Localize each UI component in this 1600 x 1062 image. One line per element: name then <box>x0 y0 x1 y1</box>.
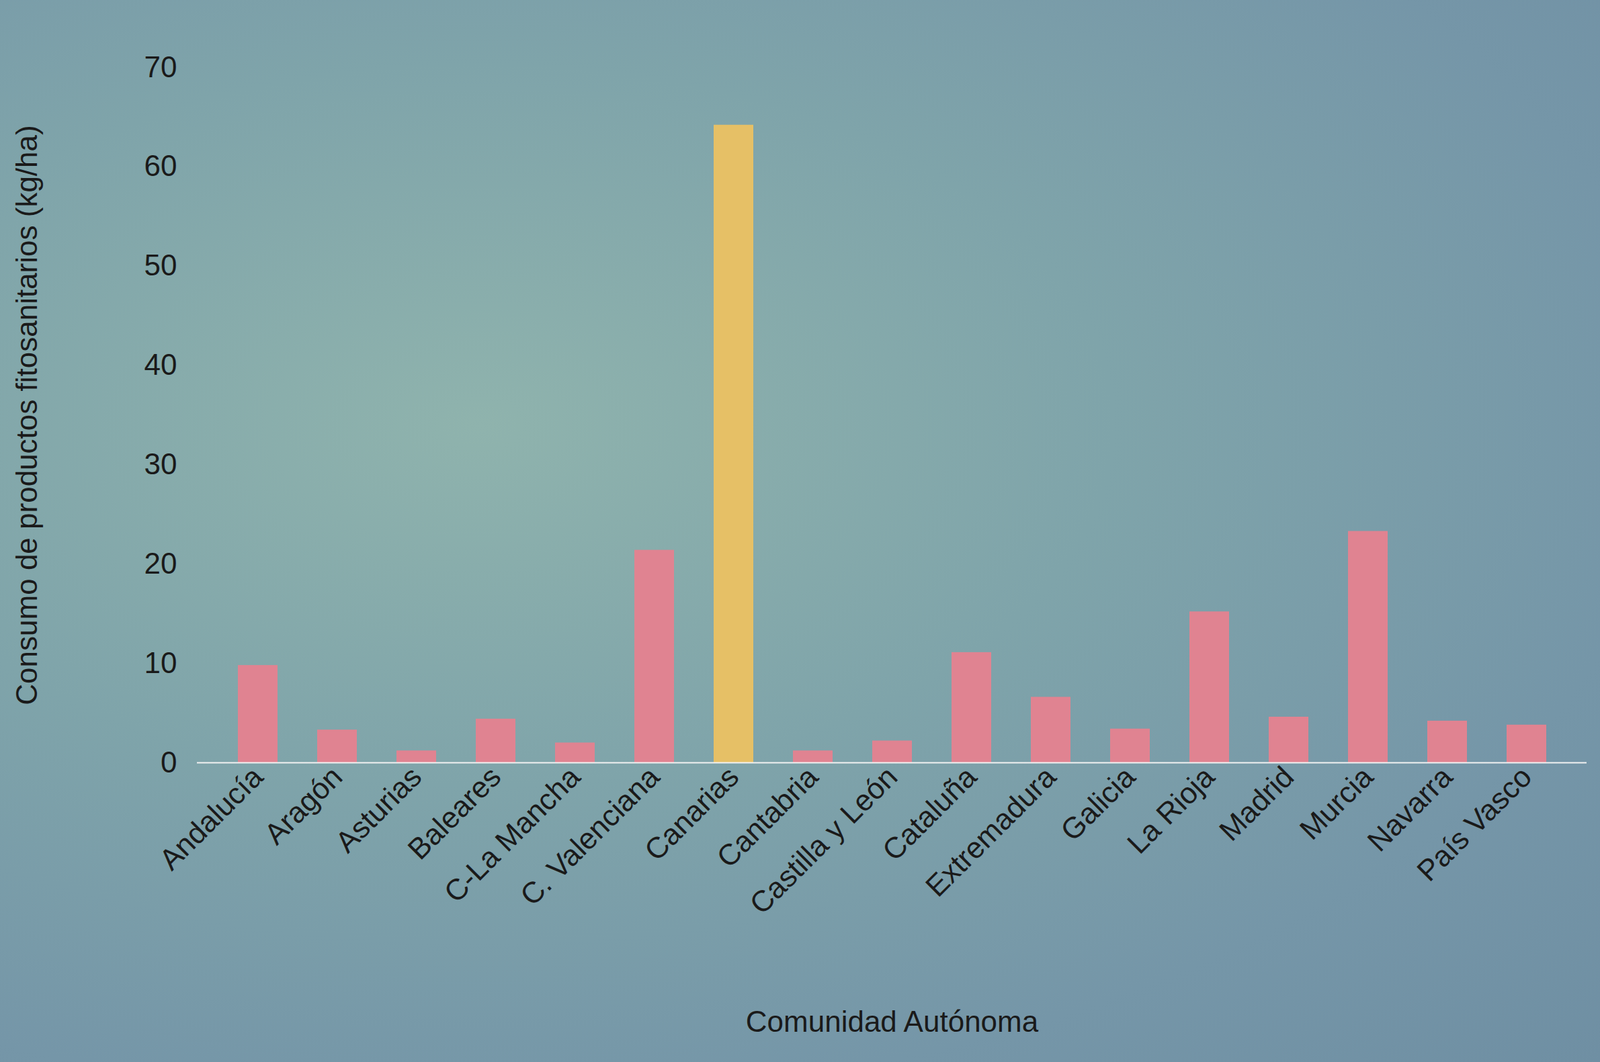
svg-text:Madrid: Madrid <box>1212 760 1301 848</box>
svg-text:Extremadura: Extremadura <box>919 760 1063 904</box>
svg-text:60: 60 <box>144 149 178 183</box>
svg-text:Comunidad Autónoma: Comunidad Autónoma <box>745 1005 1039 1039</box>
svg-text:C. Valenciana: C. Valenciana <box>513 760 666 912</box>
svg-text:Asturias: Asturias <box>328 760 428 859</box>
svg-text:Navarra: Navarra <box>1360 760 1459 858</box>
svg-text:Aragón: Aragón <box>257 760 349 851</box>
svg-text:Murcia: Murcia <box>1293 760 1380 847</box>
svg-text:20: 20 <box>144 546 178 580</box>
svg-text:Andalucía: Andalucía <box>152 760 269 877</box>
svg-text:La Rioja: La Rioja <box>1120 760 1221 861</box>
svg-text:10: 10 <box>144 646 178 680</box>
svg-text:50: 50 <box>144 248 178 282</box>
svg-text:Cataluña: Cataluña <box>875 760 983 868</box>
svg-text:Canarias: Canarias <box>637 760 745 868</box>
svg-text:Baleares: Baleares <box>401 760 507 866</box>
svg-text:0: 0 <box>160 745 177 779</box>
svg-text:40: 40 <box>144 348 178 382</box>
svg-text:País Vasco: País Vasco <box>1410 760 1539 888</box>
svg-text:70: 70 <box>144 50 178 84</box>
svg-text:Galicia: Galicia <box>1054 760 1142 848</box>
svg-text:C-La Mancha: C-La Mancha <box>437 760 587 910</box>
svg-text:Castilla y León: Castilla y León <box>742 760 904 921</box>
svg-text:Consumo de productos fitosanit: Consumo de productos fitosanitarios (kg/… <box>10 124 44 705</box>
svg-text:Cantabria: Cantabria <box>710 760 825 875</box>
svg-text:30: 30 <box>144 447 178 481</box>
